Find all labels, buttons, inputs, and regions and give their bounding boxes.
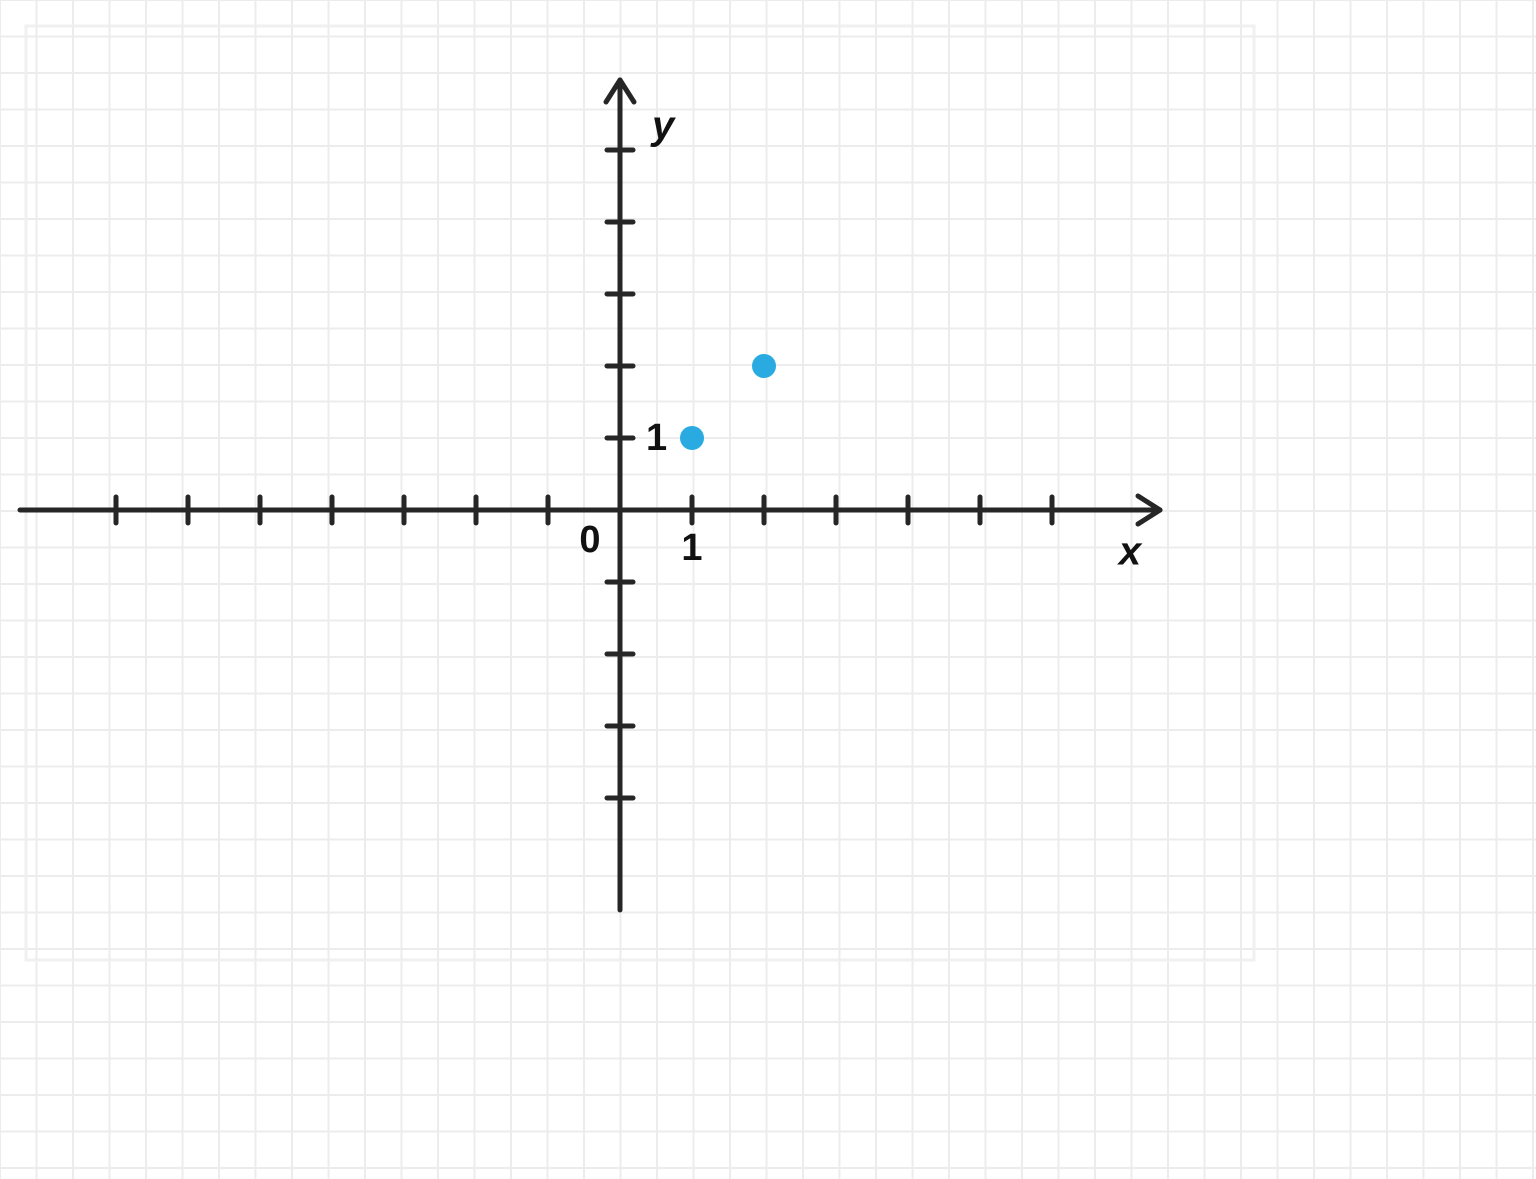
x-axis-label: x (1117, 530, 1143, 574)
data-point (752, 354, 776, 378)
origin-label: 0 (579, 519, 600, 561)
y-unit-label: 1 (646, 417, 667, 459)
x-unit-label: 1 (681, 527, 702, 569)
data-point (680, 426, 704, 450)
plot-frame (26, 26, 1254, 960)
y-axis-label: y (650, 104, 676, 148)
